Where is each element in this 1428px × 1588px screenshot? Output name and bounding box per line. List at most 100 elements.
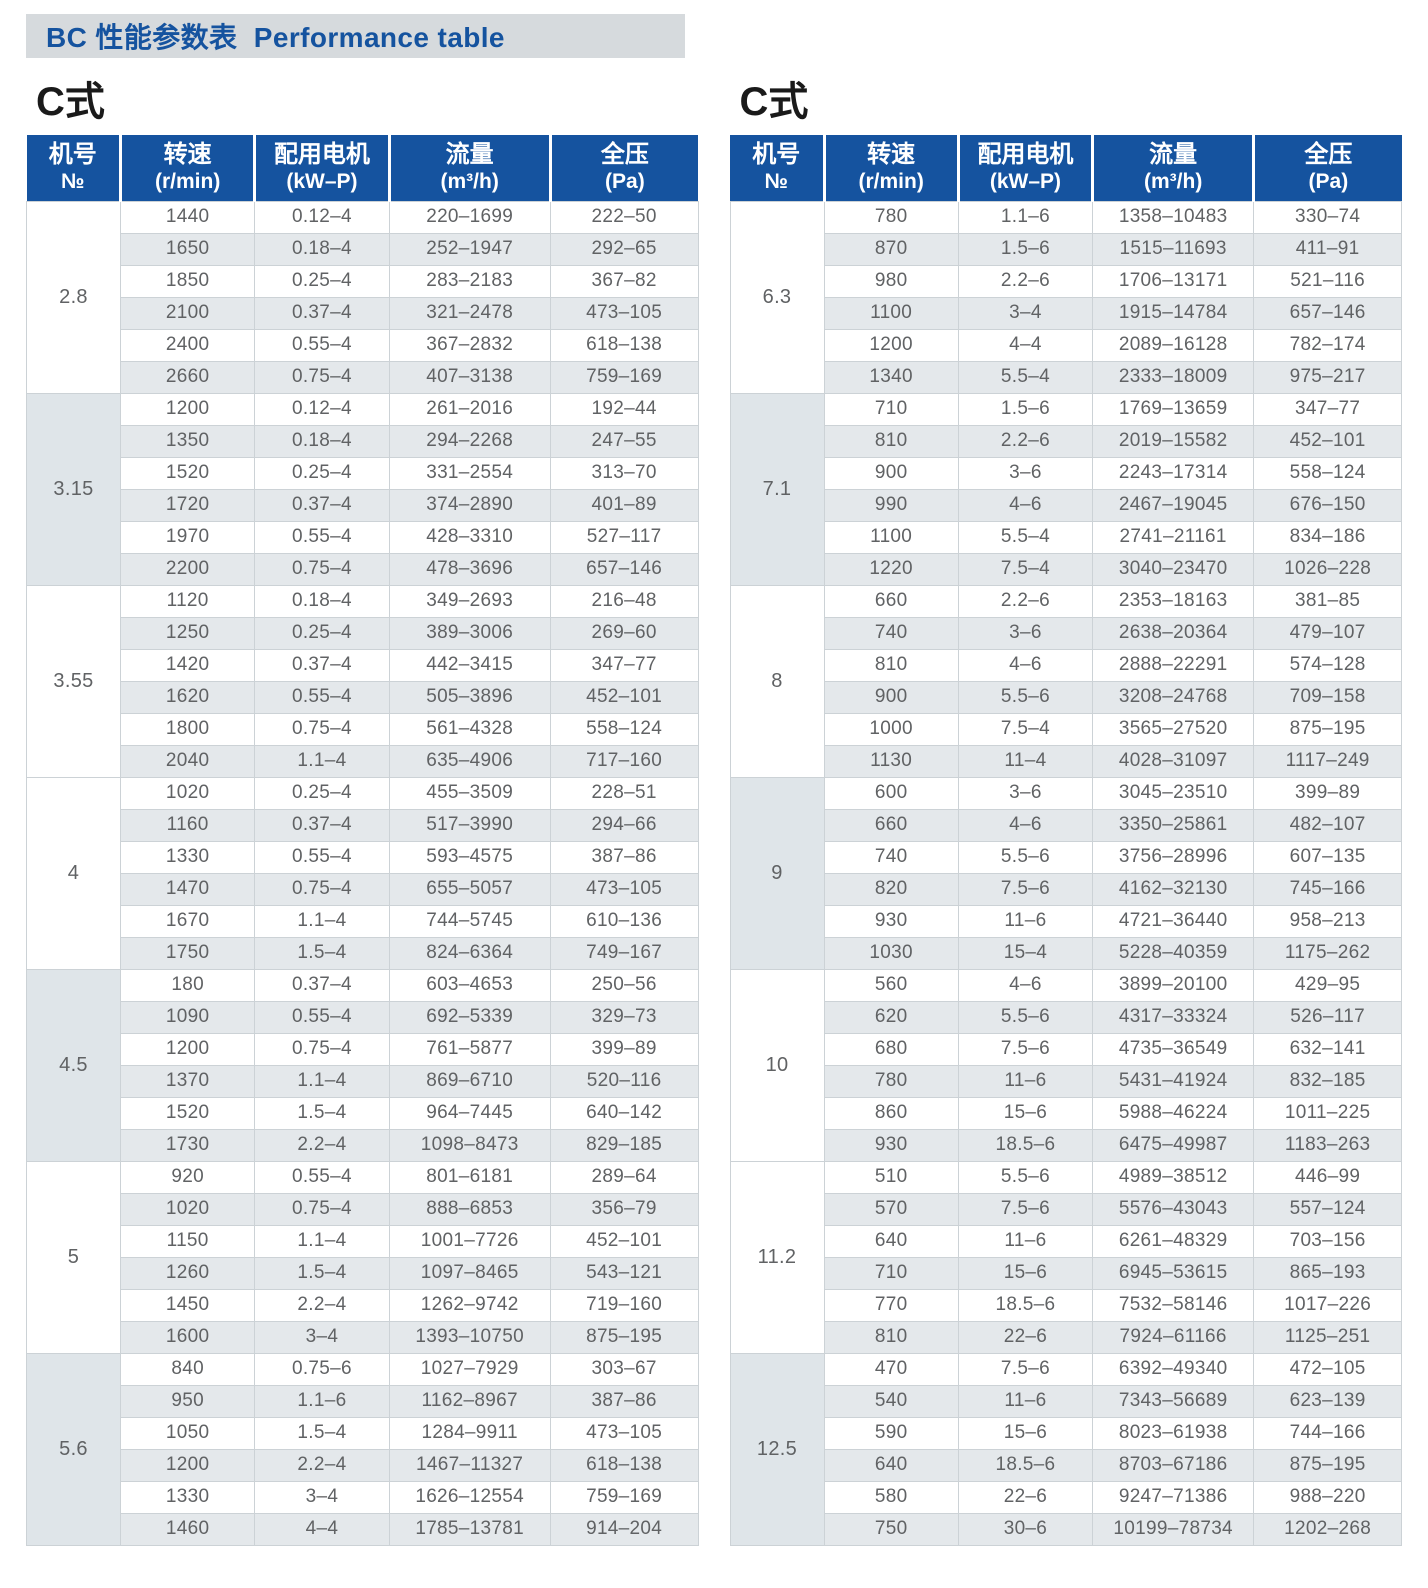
- cell-speed: 1200: [119, 1032, 256, 1066]
- cell-flow: 4735–36549: [1092, 1032, 1255, 1066]
- group-no-cell: 8: [729, 584, 825, 778]
- cell-flow: 428–3310: [388, 520, 551, 554]
- cell-speed: 1670: [119, 904, 256, 938]
- cell-flow: 1001–7726: [388, 1224, 551, 1258]
- cell-pressure: 482–107: [1253, 808, 1402, 842]
- cell-flow: 2089–16128: [1092, 328, 1255, 362]
- table-row: 1250 0.25–4 389–3006 269–60: [27, 616, 699, 650]
- cell-motor: 3–4: [957, 296, 1094, 330]
- cell-pressure: 411–91: [1253, 232, 1402, 266]
- cell-speed: 1000: [823, 712, 959, 746]
- cell-speed: 840: [119, 1352, 256, 1386]
- cell-motor: 7.5–4: [957, 712, 1094, 746]
- cell-pressure: 401–89: [549, 488, 699, 522]
- cell-pressure: 399–89: [549, 1032, 699, 1066]
- cell-flow: 5988–46224: [1092, 1096, 1255, 1130]
- cell-pressure: 452–101: [1253, 424, 1402, 458]
- cell-pressure: 744–166: [1253, 1416, 1402, 1450]
- cell-speed: 570: [823, 1192, 959, 1226]
- cell-pressure: 347–77: [1253, 392, 1402, 426]
- cell-motor: 2.2–6: [957, 264, 1094, 298]
- cell-motor: 0.18–4: [254, 424, 390, 458]
- cell-flow: 964–7445: [388, 1096, 551, 1130]
- cell-motor: 3–6: [957, 456, 1094, 490]
- table-row: 3.55 1120 0.18–4 349–2693 216–48: [26, 584, 699, 778]
- cell-motor: 7.5–6: [957, 872, 1094, 906]
- cell-flow: 1097–8465: [388, 1256, 551, 1290]
- section-title-right: C式: [739, 80, 809, 124]
- cell-flow: 1027–7929: [388, 1352, 551, 1386]
- cell-pressure: 479–107: [1253, 616, 1402, 650]
- table-row: 1030 15–4 5228–40359 1175–262: [730, 936, 1402, 970]
- cell-speed: 930: [823, 904, 959, 938]
- cell-pressure: 749–167: [549, 936, 699, 970]
- cell-flow: 7532–58146: [1092, 1288, 1255, 1322]
- cell-speed: 1340: [823, 360, 959, 394]
- column-header-flow: 流量 (m³/h): [387, 135, 551, 202]
- table-row: 1850 0.25–4 283–2183 367–82: [27, 264, 699, 298]
- cell-motor: 1.1–4: [254, 744, 390, 778]
- column-label: 全压: [1304, 141, 1353, 168]
- cell-flow: 505–3896: [388, 680, 551, 714]
- cell-flow: 3350–25861: [1092, 808, 1255, 842]
- cell-pressure: 657–146: [549, 552, 699, 586]
- cell-flow: 744–5745: [388, 904, 551, 938]
- table-row: 9 600 3–6 3045–23510 399–89: [729, 776, 1402, 970]
- table-row: 1050 1.5–4 1284–9911 473–105: [27, 1416, 699, 1450]
- cell-motor: 5.5–6: [957, 840, 1094, 874]
- table-row: 1970 0.55–4 428–3310 527–117: [27, 520, 699, 554]
- cell-motor: 4–4: [957, 328, 1094, 362]
- cell-motor: 0.75–4: [254, 360, 390, 394]
- group-no-cell: 5: [26, 1160, 121, 1354]
- cell-motor: 4–4: [254, 1512, 390, 1546]
- cell-motor: 0.25–4: [254, 776, 390, 810]
- table-row: 1720 0.37–4 374–2890 401–89: [27, 488, 699, 522]
- cell-flow: 4721–36440: [1092, 904, 1255, 938]
- section-title-left: C式: [36, 80, 105, 124]
- cell-pressure: 521–116: [1253, 264, 1402, 298]
- cell-motor: 15–6: [957, 1096, 1094, 1130]
- cell-speed: 1720: [119, 488, 256, 522]
- table-row: 810 2.2–6 2019–15582 452–101: [730, 424, 1402, 458]
- cell-flow: 5576–43043: [1092, 1192, 1255, 1226]
- cell-pressure: 759–169: [549, 360, 699, 394]
- cell-pressure: 526–117: [1253, 1000, 1402, 1034]
- group-no-cell: 7.1: [729, 392, 825, 586]
- cell-motor: 7.5–6: [957, 1032, 1094, 1066]
- group-no-cell: 3.15: [26, 392, 121, 586]
- cell-pressure: 1202–268: [1253, 1512, 1402, 1546]
- table-row: 770 18.5–6 7532–58146 1017–226: [730, 1288, 1402, 1322]
- cell-speed: 810: [823, 1320, 959, 1354]
- cell-motor: 1.5–4: [254, 1416, 390, 1450]
- column-header-pressure: 全压 (Pa): [548, 135, 698, 202]
- cell-speed: 1200: [823, 328, 959, 362]
- cell-pressure: 558–124: [1253, 456, 1402, 490]
- table-row: 1450 2.2–4 1262–9742 719–160: [27, 1288, 699, 1322]
- cell-flow: 517–3990: [388, 808, 551, 842]
- table-row: 640 18.5–6 8703–67186 875–195: [730, 1448, 1402, 1482]
- column-unit: №: [764, 169, 788, 193]
- cell-pressure: 975–217: [1253, 360, 1402, 394]
- table-row: 2660 0.75–4 407–3138 759–169: [27, 360, 699, 394]
- column-label: 转速: [163, 141, 212, 168]
- cell-speed: 750: [823, 1512, 959, 1546]
- table-row: 540 11–6 7343–56689 623–139: [730, 1384, 1402, 1418]
- cell-speed: 1440: [119, 200, 256, 234]
- table-row: 1650 0.18–4 252–1947 292–65: [27, 232, 699, 266]
- cell-motor: 22–6: [957, 1480, 1094, 1514]
- cell-flow: 8703–67186: [1092, 1448, 1255, 1482]
- cell-flow: 374–2890: [388, 488, 551, 522]
- cell-speed: 990: [823, 488, 959, 522]
- cell-flow: 1393–10750: [388, 1320, 551, 1354]
- cell-speed: 470: [823, 1352, 959, 1386]
- cell-pressure: 759–169: [549, 1480, 699, 1514]
- cell-pressure: 520–116: [549, 1064, 699, 1098]
- table-row: 1160 0.37–4 517–3990 294–66: [27, 808, 699, 842]
- cell-pressure: 269–60: [549, 616, 699, 650]
- column-header-speed: 转速 (r/min): [822, 135, 959, 202]
- cell-speed: 1090: [119, 1000, 256, 1034]
- cell-motor: 11–4: [957, 744, 1094, 778]
- table-row: 2.8 1440 0.12–4 220–1699 222–50: [26, 200, 699, 394]
- cell-motor: 0.25–4: [254, 616, 390, 650]
- cell-motor: 5.5–4: [957, 520, 1094, 554]
